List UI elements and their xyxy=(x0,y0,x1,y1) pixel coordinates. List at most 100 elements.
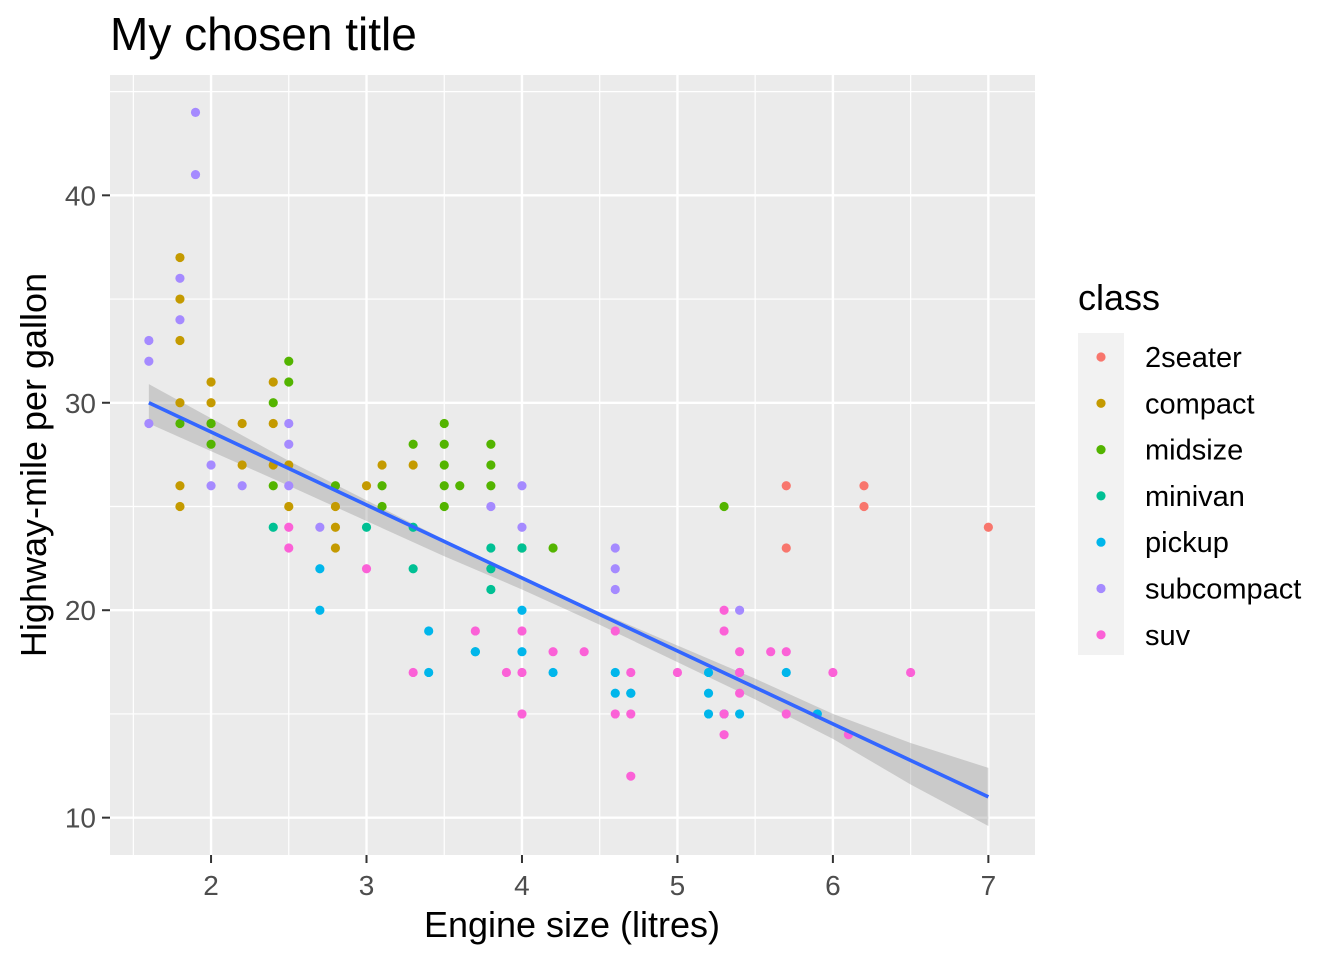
data-point-compact xyxy=(175,481,185,491)
data-point-suv xyxy=(828,667,838,678)
trend-line-layer xyxy=(148,401,990,799)
data-point-pickup xyxy=(517,605,527,615)
data-point-midsize xyxy=(377,481,387,491)
data-point-midsize xyxy=(455,481,465,491)
data-points-layer xyxy=(144,107,993,781)
data-point-midsize xyxy=(284,356,294,366)
data-point-suv xyxy=(408,667,418,678)
data-point-subcompact xyxy=(284,418,294,429)
x-tick-label: 2 xyxy=(203,870,219,901)
data-point-pickup xyxy=(781,667,791,678)
data-point-suv xyxy=(626,667,636,678)
data-point-compact xyxy=(377,460,387,470)
legend-key-pickup xyxy=(1096,537,1106,547)
data-point-compact xyxy=(408,460,418,470)
data-point-pickup xyxy=(548,667,558,678)
data-point-suv xyxy=(284,543,294,553)
data-point-compact xyxy=(330,543,341,553)
data-point-minivan xyxy=(361,522,372,532)
data-point-compact xyxy=(175,294,185,304)
data-point-suv xyxy=(548,647,558,657)
data-point-2seater xyxy=(859,501,869,512)
data-point-suv xyxy=(610,626,620,636)
x-tick-label: 7 xyxy=(981,870,997,901)
data-point-midsize xyxy=(439,501,449,512)
data-point-2seater xyxy=(781,543,791,553)
data-point-subcompact xyxy=(190,107,201,117)
x-axis: 2 3 4 5 6 7 xyxy=(203,855,996,901)
data-point-minivan xyxy=(408,564,418,574)
legend: class 2seater compact midsize minivan pickup… xyxy=(1078,277,1301,655)
data-point-minivan xyxy=(486,564,496,574)
data-point-suv xyxy=(626,771,636,781)
data-point-midsize xyxy=(719,501,729,512)
legend-key-subcompact xyxy=(1096,583,1106,594)
data-point-suv xyxy=(672,667,683,678)
legend-key-suv xyxy=(1096,630,1106,640)
legend-key-compact xyxy=(1096,398,1106,408)
confidence-ribbon xyxy=(148,384,989,826)
data-point-subcompact xyxy=(237,481,247,491)
data-point-suv xyxy=(719,730,729,740)
data-point-subcompact xyxy=(175,315,185,325)
y-tick-label: 10 xyxy=(65,803,96,834)
trend-line xyxy=(148,401,990,799)
x-axis-title: Engine size (litres) xyxy=(424,904,720,945)
data-point-midsize xyxy=(175,418,185,429)
data-point-subcompact xyxy=(175,273,185,283)
data-point-subcompact xyxy=(315,522,325,532)
x-tick-label: 5 xyxy=(670,870,686,901)
data-point-compact xyxy=(361,481,372,491)
data-point-midsize xyxy=(486,481,496,491)
data-point-pickup xyxy=(315,605,325,615)
data-point-suv xyxy=(906,667,916,678)
data-point-compact xyxy=(175,398,185,408)
data-point-pickup xyxy=(610,688,620,698)
legend-label-subcompact: subcompact xyxy=(1145,574,1301,606)
data-point-suv xyxy=(735,667,745,678)
data-point-compact xyxy=(330,522,341,532)
legend-items: 2seater compact midsize minivan pickup subcom… xyxy=(1096,342,1301,652)
legend-label-pickup: pickup xyxy=(1145,527,1229,559)
data-point-compact xyxy=(237,460,247,470)
data-point-suv xyxy=(361,564,372,574)
y-tick-label: 30 xyxy=(65,388,96,419)
data-point-2seater xyxy=(983,522,993,532)
data-point-subcompact xyxy=(610,584,620,595)
data-point-subcompact xyxy=(190,169,201,180)
legend-title: class xyxy=(1078,277,1160,318)
data-point-subcompact xyxy=(144,356,154,366)
data-point-pickup xyxy=(703,667,714,678)
data-point-suv xyxy=(735,688,745,698)
data-point-2seater xyxy=(781,481,791,491)
data-point-suv xyxy=(626,709,636,719)
data-point-suv xyxy=(719,605,729,615)
data-point-compact xyxy=(175,252,185,263)
data-point-midsize xyxy=(439,481,449,491)
data-point-minivan xyxy=(486,584,496,595)
x-tick-label: 4 xyxy=(514,870,530,901)
y-tick-label: 20 xyxy=(65,595,96,626)
data-point-pickup xyxy=(424,667,434,678)
data-point-pickup xyxy=(703,688,714,698)
data-point-2seater xyxy=(859,481,869,491)
data-point-midsize xyxy=(548,543,558,553)
x-tick-label: 3 xyxy=(359,870,375,901)
data-point-pickup xyxy=(470,647,480,657)
legend-label-midsize: midsize xyxy=(1145,435,1243,467)
data-point-midsize xyxy=(439,439,449,449)
data-point-pickup xyxy=(735,709,745,719)
legend-label-minivan: minivan xyxy=(1145,481,1245,513)
data-point-compact xyxy=(175,501,185,512)
data-point-subcompact xyxy=(284,481,294,491)
data-point-compact xyxy=(268,418,278,429)
data-point-minivan xyxy=(517,543,527,553)
confidence-ribbon-layer xyxy=(148,384,989,826)
data-point-compact xyxy=(206,377,216,387)
data-point-midsize xyxy=(268,481,278,491)
data-point-compact xyxy=(284,501,294,512)
data-point-midsize xyxy=(206,439,216,449)
data-point-subcompact xyxy=(610,564,620,574)
data-point-suv xyxy=(766,647,776,657)
